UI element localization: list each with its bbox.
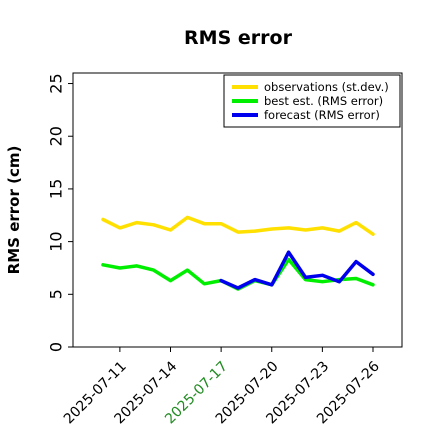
- series-line-2: [101, 257, 375, 291]
- y-tick-label: 25: [47, 73, 66, 93]
- y-tick-label: 20: [47, 126, 66, 146]
- y-tick-label: 5: [47, 289, 66, 299]
- y-tick-label: 10: [47, 231, 66, 251]
- legend-entry: best est. (RMS error): [264, 94, 383, 108]
- plot-area: [72, 72, 403, 348]
- x-axis: 2025-07-112025-07-142025-07-172025-07-20…: [61, 347, 383, 427]
- y-axis-label: RMS error (cm): [5, 146, 23, 275]
- chart-title: RMS error: [184, 27, 293, 49]
- legend-entry: forecast (RMS error): [264, 108, 380, 122]
- legend-entry: observations (st.dev.): [264, 80, 389, 94]
- series-line-3: [219, 250, 375, 290]
- series-line-1: [101, 215, 375, 236]
- y-axis: 0 5 10 15 20 25: [47, 73, 73, 352]
- y-tick-label: 15: [47, 179, 66, 199]
- y-tick-label: 0: [47, 342, 66, 352]
- series-lines: [101, 215, 375, 291]
- legend: observations (st.dev.)best est. (RMS err…: [223, 74, 401, 128]
